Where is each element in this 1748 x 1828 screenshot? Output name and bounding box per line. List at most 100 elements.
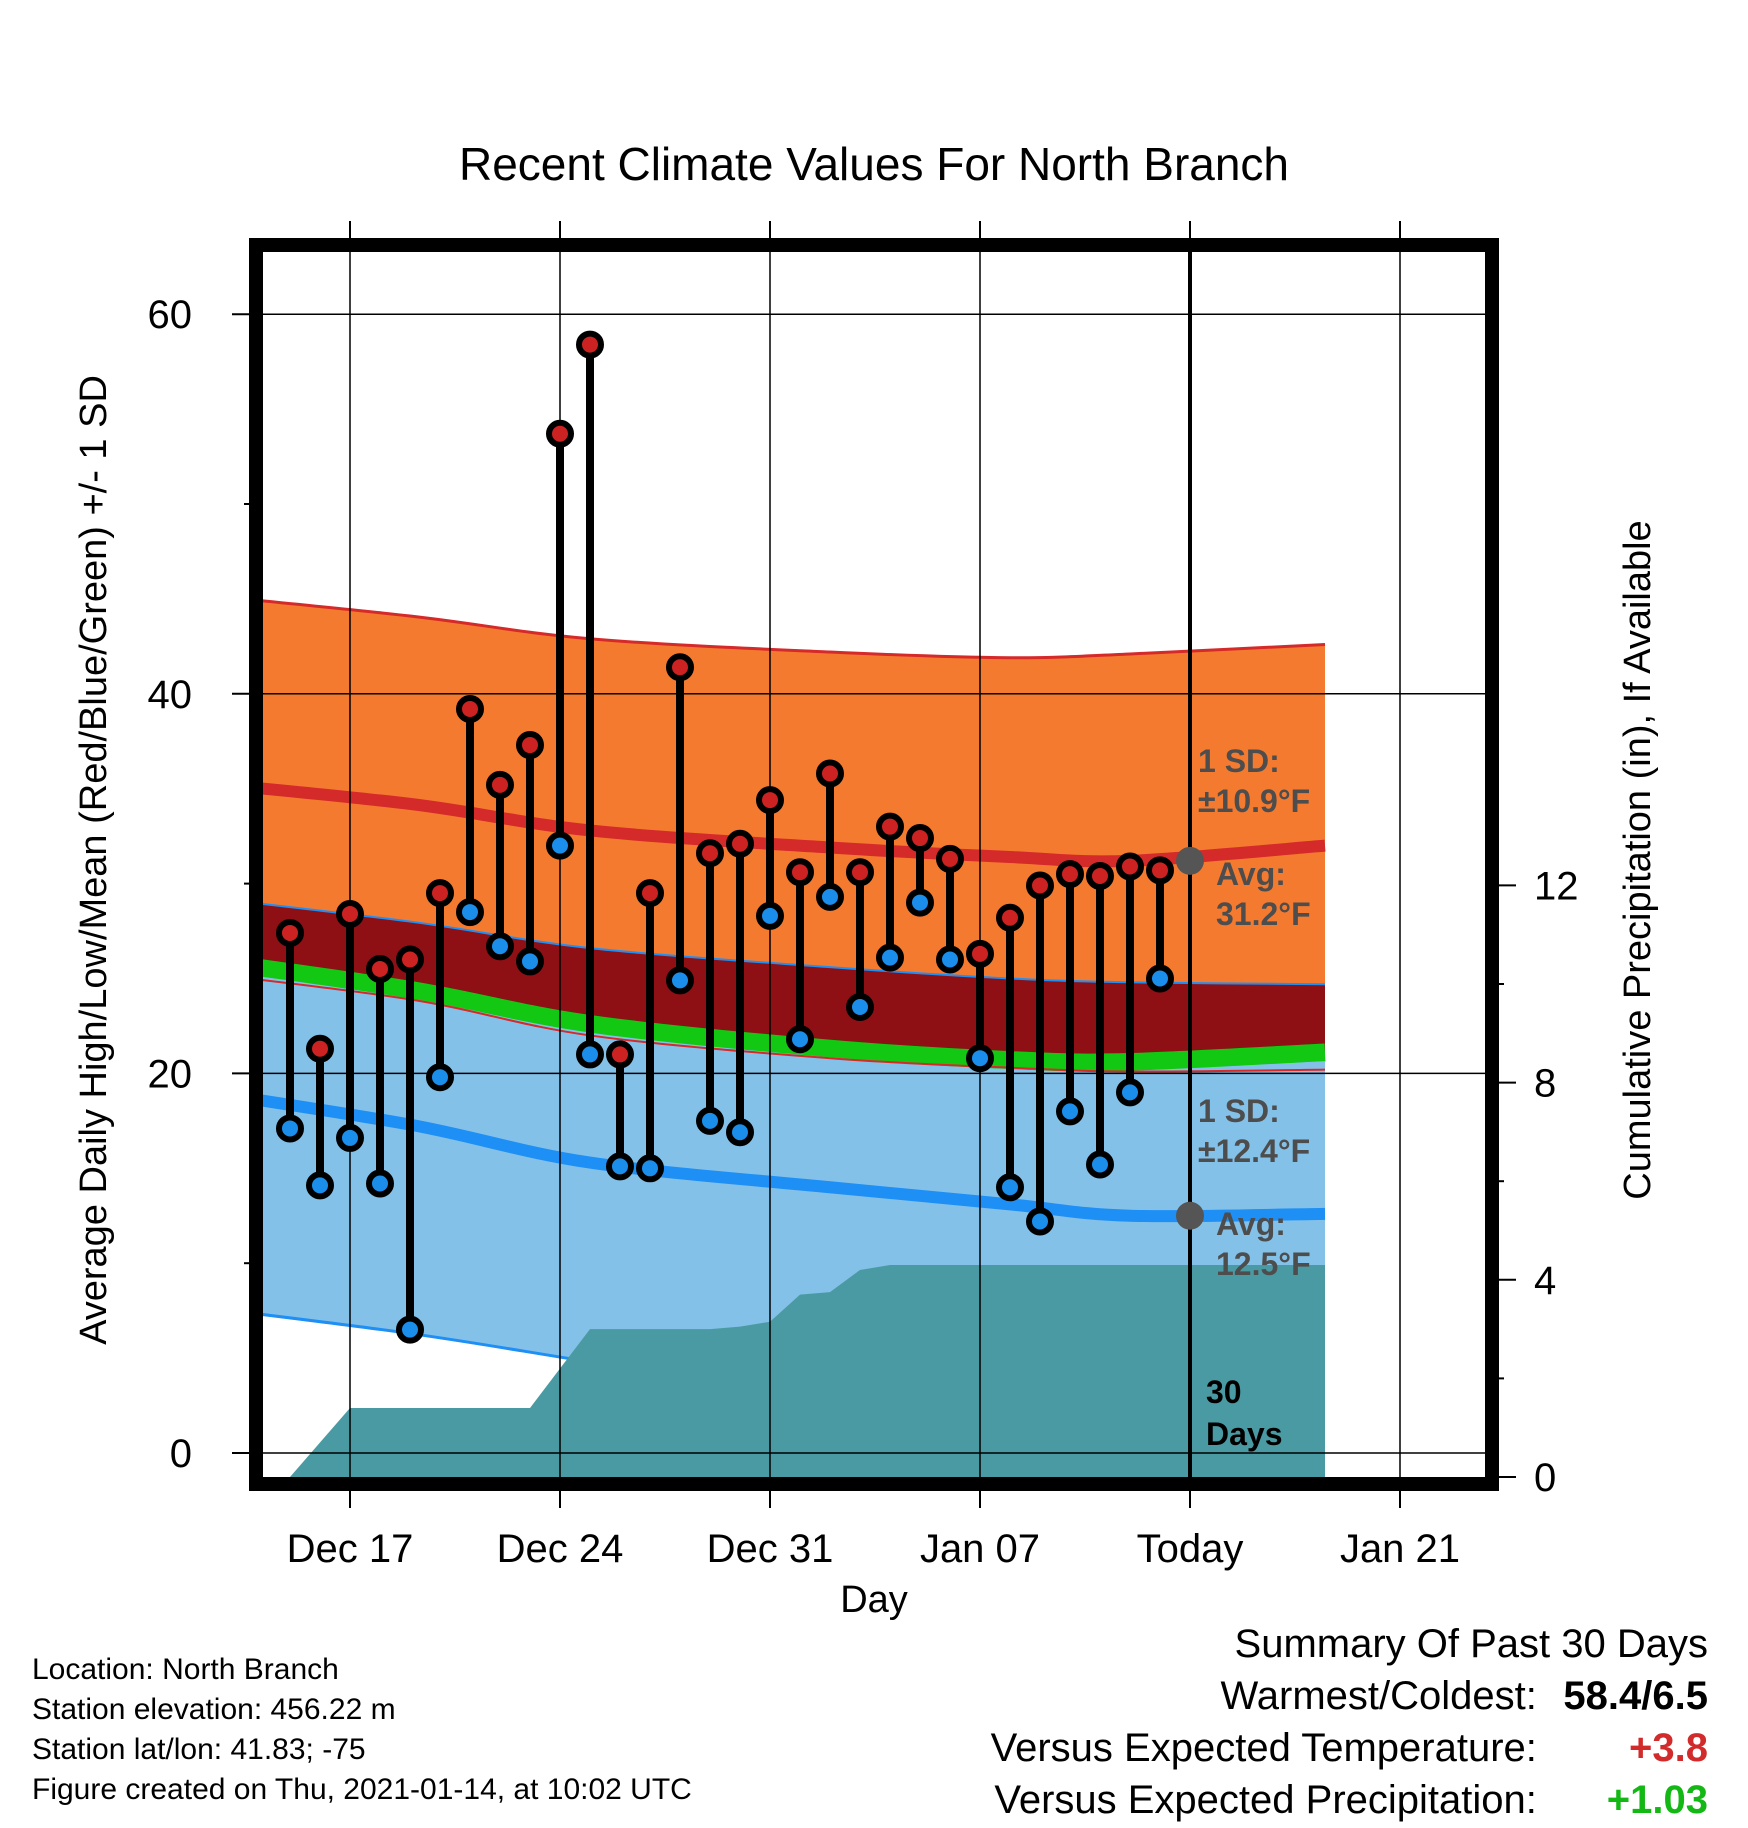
daily-high-point bbox=[486, 770, 514, 799]
info-location: Location: North Branch bbox=[32, 1653, 339, 1686]
daily-high-point bbox=[546, 419, 574, 448]
daily-low-point bbox=[1116, 1078, 1144, 1107]
daily-low-point bbox=[906, 888, 934, 917]
low-sd-label: 1 SD: bbox=[1198, 1093, 1280, 1129]
summary-warmest-row: Warmest/Coldest: 58.4/6.5 bbox=[991, 1670, 1709, 1722]
daily-low-point bbox=[1086, 1150, 1114, 1179]
warmest-value: 58.4/6.5 bbox=[1563, 1674, 1708, 1718]
precip-area bbox=[275, 1265, 1325, 1477]
daily-high-point bbox=[426, 879, 454, 908]
daily-high-point bbox=[666, 653, 694, 682]
daily-low-point bbox=[486, 932, 514, 961]
climate-chart: Recent Climate Values For North Branch 1… bbox=[73, 138, 1659, 1621]
info-created: Figure created on Thu, 2021-01-14, at 10… bbox=[32, 1773, 692, 1806]
high-sd-label: 1 SD: bbox=[1198, 743, 1280, 779]
daily-high-point bbox=[816, 759, 844, 788]
y2-tick-label: 12 bbox=[1534, 864, 1579, 908]
station-info: Location: North Branch Station elevation… bbox=[32, 1650, 692, 1810]
daily-high-point bbox=[636, 879, 664, 908]
x-tick-label: Jan 21 bbox=[1340, 1527, 1460, 1571]
daily-high-point bbox=[756, 786, 784, 815]
daily-high-point bbox=[606, 1040, 634, 1069]
y-tick-label: 0 bbox=[170, 1432, 192, 1476]
daily-high-point bbox=[936, 844, 964, 873]
daily-high-point bbox=[876, 812, 904, 841]
summary-precip-row: Versus Expected Precipitation: +1.03 bbox=[991, 1774, 1708, 1826]
high-upper-sd-line bbox=[263, 599, 1326, 660]
daily-low-point bbox=[636, 1154, 664, 1183]
daily-low-point bbox=[456, 898, 484, 927]
daily-low-point bbox=[516, 947, 544, 976]
high-avg-label: Avg: bbox=[1216, 856, 1286, 892]
daily-high-point bbox=[456, 694, 484, 723]
y2-tick-label: 0 bbox=[1534, 1456, 1556, 1500]
low-normal-avg-line bbox=[263, 1094, 1326, 1223]
y-tick-label: 20 bbox=[148, 1052, 193, 1096]
daily-high-point bbox=[906, 824, 934, 853]
y2-axis-label: Cumulative Precipitation (in), If Availa… bbox=[1617, 520, 1659, 1199]
info-latlon: Station lat/lon: 41.83; -75 bbox=[32, 1733, 366, 1766]
daily-high-point bbox=[336, 899, 364, 928]
x-tick-label: Jan 07 bbox=[920, 1527, 1040, 1571]
daily-low-point bbox=[606, 1152, 634, 1181]
daily-high-point bbox=[396, 945, 424, 974]
daily-high-point bbox=[726, 829, 754, 858]
temp-value: +3.8 bbox=[1629, 1726, 1708, 1770]
precip-value: +1.03 bbox=[1606, 1778, 1708, 1822]
x-axis-label: Day bbox=[840, 1579, 908, 1621]
low-avg-value: 12.5°F bbox=[1216, 1246, 1311, 1282]
daily-low-point bbox=[396, 1315, 424, 1344]
daily-low-point bbox=[726, 1118, 754, 1147]
daily-low-point bbox=[816, 882, 844, 911]
days-count-label: 30 bbox=[1206, 1374, 1242, 1410]
daily-low-point bbox=[786, 1025, 814, 1054]
daily-high-point bbox=[366, 955, 394, 984]
daily-low-point bbox=[1056, 1097, 1084, 1126]
daily-high-point bbox=[1056, 860, 1084, 889]
daily-low-point bbox=[576, 1040, 604, 1069]
days-word-label: Days bbox=[1206, 1416, 1283, 1452]
low-sd-value: ±12.4°F bbox=[1198, 1133, 1310, 1169]
daily-low-point bbox=[426, 1063, 454, 1092]
x-tick-label: Dec 24 bbox=[497, 1527, 624, 1571]
daily-high-point bbox=[846, 858, 874, 887]
x-tick-label: Today bbox=[1137, 1527, 1244, 1571]
low-avg-label: Avg: bbox=[1216, 1206, 1286, 1242]
daily-low-point bbox=[666, 966, 694, 995]
x-tick-label: Dec 17 bbox=[287, 1527, 414, 1571]
daily-high-point bbox=[276, 918, 304, 947]
daily-high-point bbox=[576, 330, 604, 359]
daily-low-point bbox=[306, 1171, 334, 1200]
high-avg-value: 31.2°F bbox=[1216, 896, 1311, 932]
precip-label: Versus Expected Precipitation: bbox=[994, 1778, 1537, 1822]
daily-low-point bbox=[1146, 964, 1174, 993]
y-tick-label: 60 bbox=[148, 293, 193, 337]
y-tick-label: 40 bbox=[148, 673, 193, 717]
daily-low-point bbox=[996, 1173, 1024, 1202]
daily-low-point bbox=[846, 992, 874, 1021]
today-high-avg-marker bbox=[1176, 846, 1204, 875]
daily-high-point bbox=[1026, 871, 1054, 900]
daily-low-point bbox=[696, 1106, 724, 1135]
plot-frame bbox=[249, 238, 1499, 1491]
daily-high-point bbox=[966, 939, 994, 968]
daily-low-point bbox=[336, 1123, 364, 1152]
y2-tick-label: 8 bbox=[1534, 1062, 1556, 1106]
summary-panel: Summary Of Past 30 Days Warmest/Coldest:… bbox=[991, 1618, 1708, 1826]
x-tick-label: Dec 31 bbox=[707, 1527, 834, 1571]
daily-low-point bbox=[366, 1169, 394, 1198]
summary-heading: Summary Of Past 30 Days bbox=[1234, 1622, 1708, 1666]
today-low-avg-marker bbox=[1176, 1201, 1204, 1230]
daily-low-point bbox=[546, 831, 574, 860]
daily-high-point bbox=[786, 858, 814, 887]
daily-low-point bbox=[276, 1114, 304, 1143]
high-sd-value: ±10.9°F bbox=[1198, 783, 1310, 819]
temp-label: Versus Expected Temperature: bbox=[990, 1726, 1537, 1770]
chart-title: Recent Climate Values For North Branch bbox=[459, 138, 1289, 190]
daily-low-point bbox=[1026, 1207, 1054, 1236]
daily-low-point bbox=[756, 901, 784, 930]
daily-high-point bbox=[1146, 856, 1174, 885]
daily-low-point bbox=[936, 945, 964, 974]
info-elevation: Station elevation: 456.22 m bbox=[32, 1693, 396, 1726]
daily-low-point bbox=[966, 1044, 994, 1073]
